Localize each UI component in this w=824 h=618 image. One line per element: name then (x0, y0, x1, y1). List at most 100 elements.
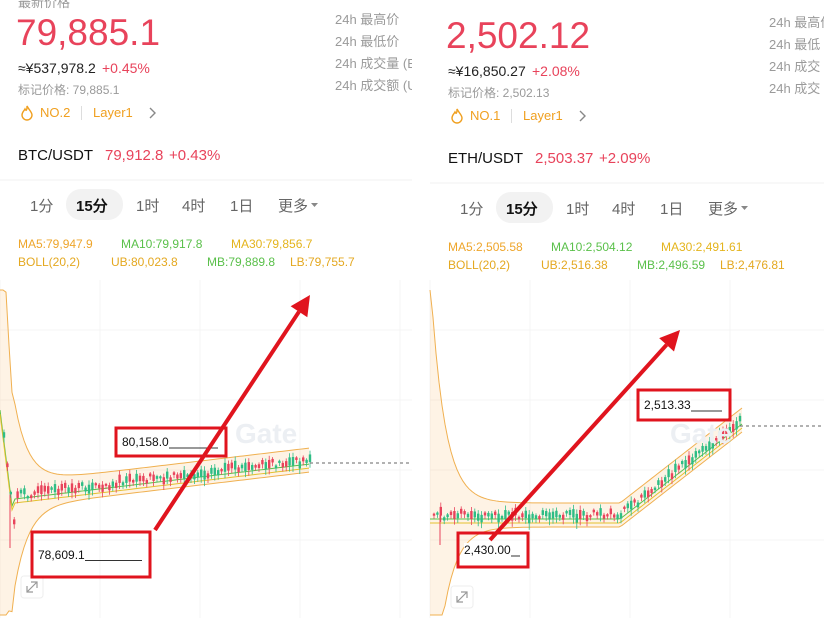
candle-body (108, 485, 111, 491)
candle-body (81, 482, 84, 486)
chevron[interactable] (578, 109, 588, 123)
tab[interactable]: 1日 (230, 198, 254, 215)
highlight-box (114, 426, 228, 458)
candle-body (453, 511, 456, 519)
tab[interactable]: 1时 (566, 201, 590, 218)
candle-body (650, 488, 653, 494)
tab[interactable]: 1分 (30, 198, 54, 215)
ma-value: MA5:79,947.9 (18, 237, 93, 251)
candle-body (613, 514, 616, 518)
candle-body (251, 464, 254, 470)
candle-body (111, 481, 114, 487)
candle-body (118, 474, 121, 483)
boll-value: BOLL(20,2) (448, 258, 511, 272)
candle-body (257, 464, 261, 469)
candle-body (487, 512, 490, 517)
dropdown-icon[interactable] (311, 201, 319, 209)
tag[interactable]: Layer1 (93, 105, 133, 120)
candle-body (619, 513, 623, 519)
candle-body (630, 500, 633, 510)
candle-body (281, 462, 284, 468)
boll-value: UB:80,023.8 (111, 255, 178, 269)
candle-body (701, 445, 704, 452)
candle-body (237, 467, 240, 473)
boll-value: MB:79,889.8 (207, 255, 276, 269)
candle-body (735, 421, 738, 430)
tab[interactable]: 4时 (612, 201, 636, 218)
tab[interactable]: 15分 (506, 201, 538, 218)
candle-body (677, 465, 680, 470)
candle-body (298, 461, 301, 469)
tab[interactable]: 1分 (460, 201, 484, 218)
candle-body (647, 490, 650, 498)
candle-body (477, 513, 480, 521)
tab[interactable]: 更多 (708, 201, 739, 218)
arrow-shaft (153, 310, 301, 532)
stat-label: 24h 最高价 (769, 15, 824, 30)
candle-body (490, 513, 493, 519)
candle-body (439, 506, 442, 516)
candle-body (43, 485, 46, 492)
candle-body (16, 491, 19, 498)
chevron[interactable] (148, 106, 158, 120)
cny-price: ≈¥537,978.2 (18, 60, 96, 76)
candle-body (572, 509, 575, 518)
candle-body (626, 503, 629, 509)
change-percent: +2.08% (532, 63, 580, 79)
watermark: Gate (235, 418, 298, 449)
candle-body (200, 469, 203, 478)
candle-body (708, 441, 711, 451)
tab[interactable]: 1时 (136, 198, 160, 215)
candle-body (538, 516, 541, 519)
candle-body (483, 512, 487, 516)
dropdown-icon[interactable] (741, 204, 749, 212)
candle-body (264, 462, 267, 470)
boll-lower (0, 471, 310, 616)
boll-value: LB:79,755.7 (290, 255, 355, 269)
candle-body (104, 483, 108, 486)
stat-label: 24h 成交额 (U (335, 78, 412, 93)
fire-icon (21, 105, 33, 121)
candle-body (585, 515, 589, 522)
candle-body (551, 511, 555, 519)
candle-body (302, 457, 305, 462)
candle-body (19, 489, 23, 494)
candle-body (6, 463, 9, 468)
tab[interactable]: 更多 (278, 198, 309, 215)
candle-body (57, 488, 60, 496)
candle-body (711, 440, 714, 449)
tab-highlight (496, 192, 553, 223)
pair[interactable]: BTC/USDT (18, 147, 93, 164)
candle-body (36, 486, 40, 493)
boll-upper (0, 289, 310, 476)
candle-body (159, 476, 162, 479)
tab[interactable]: 1日 (660, 201, 684, 218)
tag[interactable]: Layer1 (523, 108, 563, 123)
candle-body (732, 423, 735, 432)
fire-shape (21, 105, 33, 121)
candle-body (463, 511, 466, 515)
tab[interactable]: 4时 (182, 198, 206, 215)
tab[interactable]: 15分 (76, 198, 108, 215)
candle-body (721, 430, 725, 439)
candle-body (155, 476, 159, 479)
candle-body (473, 511, 476, 518)
candle-body (254, 465, 257, 468)
candle-body (217, 470, 220, 476)
candle-body (172, 472, 176, 475)
candle-body (176, 474, 179, 479)
candle-body (179, 473, 182, 479)
candle-body (230, 462, 233, 469)
pair[interactable]: ETH/USDT (448, 150, 523, 167)
price-annotation: 2,430.00 (464, 543, 511, 557)
candle-body (528, 514, 531, 524)
highlight-box (636, 388, 732, 422)
pair-change: +0.43% (169, 147, 221, 164)
candle-body (456, 513, 459, 519)
candle-body (268, 459, 271, 469)
candle-body (210, 467, 213, 474)
candle-body (449, 511, 453, 516)
candle-body (480, 514, 483, 523)
ma-value: MA10:2,504.12 (551, 240, 633, 254)
